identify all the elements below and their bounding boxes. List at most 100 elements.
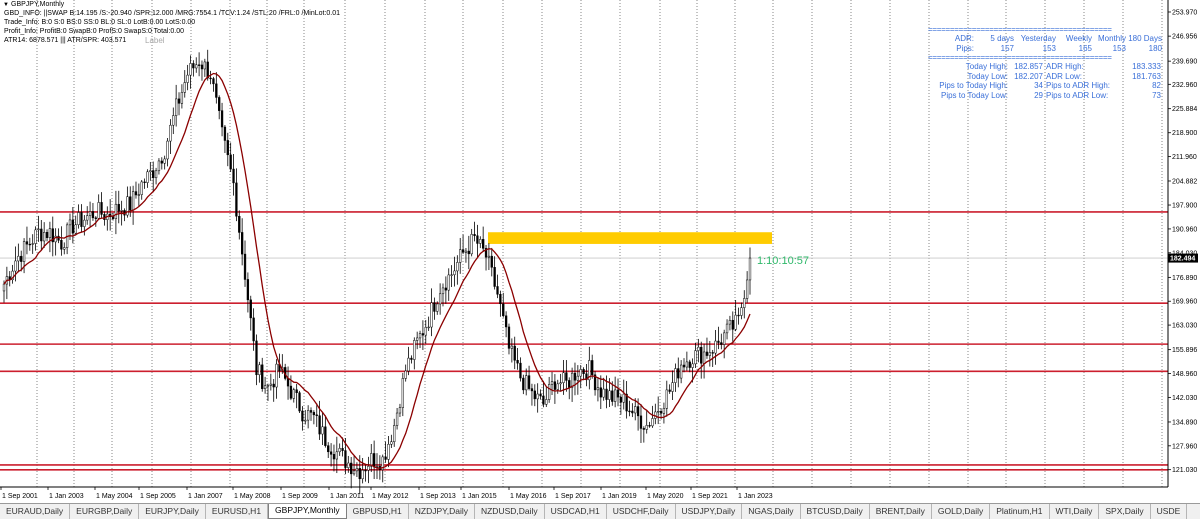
candle-body-43 [126,196,129,216]
tab-eurjpy-daily[interactable]: EURJPY,Daily [139,504,206,519]
tab-usdcad-h1[interactable]: USDCAD,H1 [545,504,607,519]
chart-area[interactable]: 253.970 246.956 239.690 232.960 225.884 218.9… [0,0,1200,503]
price-label-9: 190.960 [1172,226,1197,233]
candle-body-19 [57,235,60,241]
candle-body-238 [685,361,689,368]
candle-body-83 [240,232,244,255]
pips-to-adr-high-value: 82 [1152,81,1161,90]
candle-body-147 [424,326,427,336]
tab-platinum-h1[interactable]: Platinum,H1 [990,504,1050,519]
candle-body-39 [114,203,118,219]
price-label-17: 134.890 [1172,419,1197,426]
tab-gbpusd-h1[interactable]: GBPUSD,H1 [347,504,409,519]
candle-body-166 [479,239,482,244]
price-label-18: 127.960 [1172,443,1197,450]
tab-gbpjpy-monthly[interactable]: GBPJPY,Monthly [268,504,347,519]
moving-average-line [3,72,751,469]
time-label-0: 1 Sep 2001 [2,493,38,500]
candle-body-250 [720,342,723,345]
candle-body-235 [677,368,680,379]
tab-btcusd-daily[interactable]: BTCUSD,Daily [801,504,870,519]
candle-body-157 [453,270,456,276]
pips-to-today-high-label: Pips to Today High: [939,81,1008,90]
time-label-15: 1 Sep 2021 [692,493,728,500]
candle-body-191 [550,381,554,385]
tab-wti-daily[interactable]: WTI,Daily [1050,504,1100,519]
candle-body-140 [404,370,407,379]
candle-body-211 [608,390,611,400]
candle-body-115 [332,454,336,460]
trade-info-line: Trade_Info: B:0 S:0 BS:0 SS:0 BL:0 SL:0 … [4,19,196,26]
candle-body-124 [358,468,361,480]
tab-ngas-daily[interactable]: NGAS,Daily [742,504,801,519]
chart-menu-arrow-icon[interactable]: ▼ [3,2,9,8]
candle-body-164 [473,234,476,237]
adr-header-row: ADR: 5 days Yesterday Weekly Monthly 180… [928,34,1166,44]
candle-body-108 [312,412,316,416]
adr-header-label: ADR: [954,34,974,43]
candle-body-106 [306,410,310,421]
candle-body-116 [335,451,338,460]
candle-body-206 [593,374,597,391]
tab-nzdjpy-daily[interactable]: NZDJPY,Daily [409,504,475,519]
tab-gold-daily[interactable]: GOLD,Daily [932,504,991,519]
tab-spx-daily[interactable]: SPX,Daily [1099,504,1151,519]
candle-body-221 [636,406,640,417]
tab-nzdusd-daily[interactable]: NZDUSD,Daily [475,504,545,519]
time-label-16: 1 Jan 2023 [738,493,773,500]
candle-body-135 [390,441,393,445]
tab-usde[interactable]: USDE [1151,504,1188,519]
candle-body-69 [200,64,204,70]
candle-body-4 [14,260,17,272]
candle-body-79 [229,154,232,170]
price-label-13: 163.030 [1172,323,1197,330]
today-high-label: Today High: [965,62,1008,71]
candle-body-145 [418,333,422,339]
atr-info-line: ATR14: 6878.571 ||| ATR/SPR: 403.571 [4,37,127,44]
candle-body-210 [605,388,608,400]
tab-brent-daily[interactable]: BRENT,Daily [870,504,932,519]
tab-usdjpy-daily[interactable]: USDJPY,Daily [676,504,743,519]
candle-body-247 [711,352,714,354]
candle-body-18 [54,235,57,243]
candle-body-40 [117,203,120,212]
candle-body-113 [327,445,330,453]
price-label-7: 204.882 [1172,178,1197,185]
price-chart[interactable]: 253.970 246.956 239.690 232.960 225.884 218.9… [0,0,1200,503]
adr-pips-label: Pips: [956,43,974,53]
candle-body-76 [220,110,224,128]
candle-body-33 [97,202,100,219]
candle-body-179 [516,360,519,364]
candle-body-234 [674,368,677,383]
tab-eurgbp-daily[interactable]: EURGBP,Daily [70,504,140,519]
candle-body-196 [565,372,568,381]
candle-body-202 [582,369,585,375]
candle-body-12 [37,228,40,231]
candle-body-92 [266,385,270,387]
time-label-5: 1 May 2008 [234,493,271,500]
price-label-15: 148.960 [1172,371,1197,378]
price-label-11: 176.890 [1172,275,1197,282]
pips-to-low-row: Pips to Today Low: 29 Pips to ADR Low: 7… [928,91,1166,101]
candle-body-61 [177,98,181,104]
candle-body-70 [203,61,206,70]
candle-body-203 [585,373,588,381]
pips-to-high-row: Pips to Today High: 34 Pips to ADR High:… [928,81,1166,91]
candle-body-74 [215,83,218,98]
candle-body-91 [263,385,267,389]
candle-body-229 [659,411,663,414]
candle-body-175 [504,315,508,328]
candle-body-45 [131,191,135,211]
candle-body-5 [17,255,20,262]
candle-body-219 [631,410,634,414]
candle-body-57 [166,140,169,160]
candle-body-62 [180,92,184,104]
candle-body-177 [510,345,514,349]
candle-body-54 [157,160,161,172]
candle-body-15 [45,232,49,238]
tab-usdchf-daily[interactable]: USDCHF,Daily [607,504,676,519]
pips-to-adr-low-label: Pips to ADR Low: [1046,90,1109,100]
tab-eurusd-h1[interactable]: EURUSD,H1 [206,504,269,519]
tab-euraud-daily[interactable]: EURAUD,Daily [0,504,71,519]
candle-body-130 [375,466,379,468]
